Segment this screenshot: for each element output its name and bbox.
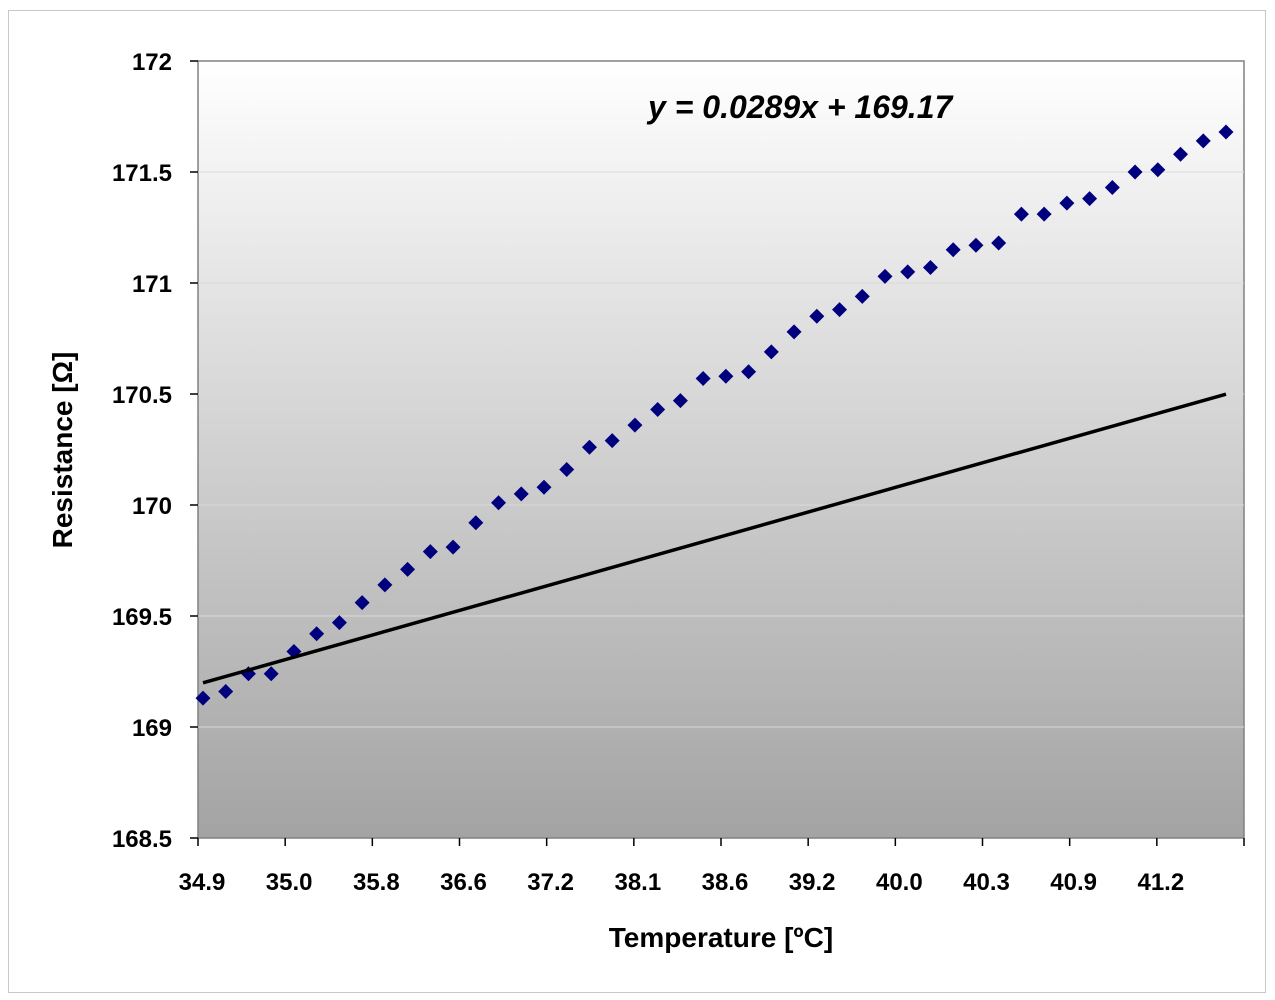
x-tick-label: 35.8 (353, 869, 400, 896)
x-tick-label: 37.2 (527, 869, 574, 896)
x-tick-label: 38.1 (614, 869, 661, 896)
data-point (1195, 133, 1211, 149)
data-point (491, 495, 507, 511)
y-tick-label: 169 (132, 715, 172, 742)
grid-lines (198, 171, 1244, 728)
data-points (195, 124, 1234, 706)
data-point (718, 368, 734, 384)
data-point (854, 288, 870, 304)
y-tick-label: 171.5 (112, 160, 172, 187)
x-tick-label: 40.0 (876, 869, 923, 896)
data-point (400, 561, 416, 577)
data-point (1173, 146, 1189, 162)
data-point (1127, 164, 1143, 180)
x-tick-label: 36.6 (440, 869, 487, 896)
trend-line (202, 392, 1227, 685)
data-point (1150, 162, 1166, 178)
data-point (445, 539, 461, 555)
x-axis-title: Temperature [ºC] (609, 922, 833, 953)
data-point (513, 486, 529, 502)
x-tick-label: 41.2 (1137, 869, 1184, 896)
data-point (877, 268, 893, 284)
data-point (559, 461, 575, 477)
data-point (832, 302, 848, 318)
data-point (1104, 180, 1120, 196)
data-point (604, 433, 620, 449)
x-tick-label: 34.9 (179, 869, 226, 896)
data-point (763, 344, 779, 360)
x-axis: 34.9 35.0 35.8 36.6 37.2 38.1 38.6 39.2 40.0 40.3… (179, 838, 1245, 896)
data-point (263, 666, 279, 682)
data-point (672, 393, 688, 409)
data-point (695, 370, 711, 386)
data-point (991, 235, 1007, 251)
x-tick-label: 35.0 (266, 869, 313, 896)
x-tick-label: 38.6 (702, 869, 749, 896)
data-point (741, 364, 757, 380)
data-point (331, 615, 347, 631)
data-point (1059, 195, 1075, 211)
data-point (422, 544, 438, 560)
data-point (922, 259, 938, 275)
data-point (309, 626, 325, 642)
trendline-equation: y = 0.0289x + 169.17 (646, 89, 954, 125)
data-point (900, 264, 916, 280)
data-point (650, 402, 666, 418)
data-point (1218, 124, 1234, 140)
x-tick-label: 40.9 (1050, 869, 1097, 896)
y-axis: 168.5 169 169.5 170 170.5 171 171.5 172 (112, 49, 198, 853)
y-tick-label: 170 (132, 493, 172, 520)
data-point (218, 683, 234, 699)
y-tick-label: 171 (132, 271, 172, 298)
data-point (468, 515, 484, 531)
x-tick-label: 39.2 (789, 869, 836, 896)
data-point (195, 690, 211, 706)
data-point (1013, 206, 1029, 222)
data-point (809, 308, 825, 324)
data-point (945, 242, 961, 258)
data-point (354, 595, 370, 611)
data-point (1036, 206, 1052, 222)
data-point (536, 479, 552, 495)
y-tick-label: 172 (132, 49, 172, 76)
data-point (786, 324, 802, 340)
data-point (581, 439, 597, 455)
data-point (377, 577, 393, 593)
data-point (627, 417, 643, 433)
data-point (968, 237, 984, 253)
y-tick-label: 170.5 (112, 382, 172, 409)
y-axis-title: Resistance [Ω] (47, 352, 78, 549)
data-point (1082, 191, 1098, 207)
plot-area (197, 60, 1245, 839)
y-tick-label: 169.5 (112, 604, 172, 631)
x-tick-label: 40.3 (963, 869, 1010, 896)
y-tick-label: 168.5 (112, 826, 172, 853)
